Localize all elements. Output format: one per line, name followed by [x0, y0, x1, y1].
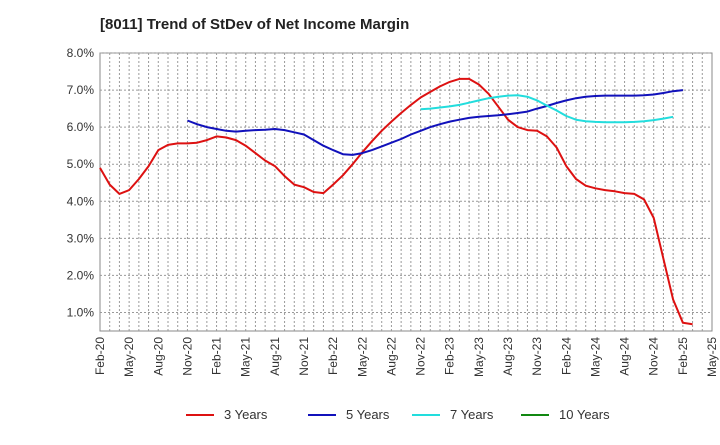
y-tick-label: 8.0%: [67, 46, 95, 60]
legend-label: 10 Years: [559, 407, 610, 422]
legend-label: 3 Years: [224, 407, 268, 422]
series-line-5-years: [187, 89, 684, 156]
x-tick-label: Nov-23: [530, 337, 544, 376]
x-tick-label: Aug-23: [501, 337, 515, 376]
x-tick-label: May-21: [239, 337, 253, 377]
y-tick-label: 3.0%: [67, 231, 95, 245]
y-tick-label: 5.0%: [67, 157, 95, 171]
x-tick-label: Aug-22: [384, 337, 398, 376]
x-tick-label: May-24: [588, 337, 602, 377]
x-tick-label: Nov-24: [647, 337, 661, 376]
x-tick-label: Feb-25: [676, 337, 690, 375]
series-line-7-years: [420, 94, 674, 124]
series-line-3-years: [99, 77, 693, 326]
y-tick-label: 4.0%: [67, 194, 95, 208]
y-tick-label: 7.0%: [67, 83, 95, 97]
legend-label: 5 Years: [346, 407, 390, 422]
x-tick-label: Feb-21: [210, 337, 224, 375]
x-tick-label: May-20: [122, 337, 136, 377]
x-tick-label: May-22: [355, 337, 369, 377]
x-tick-label: Feb-20: [93, 337, 107, 375]
x-tick-label: Feb-24: [559, 337, 573, 375]
x-tick-label: Nov-21: [297, 337, 311, 376]
x-tick-label: Feb-23: [443, 337, 457, 375]
x-tick-label: Nov-22: [414, 337, 428, 376]
x-tick-label: May-23: [472, 337, 486, 377]
plot-area: [99, 52, 713, 332]
y-tick-label: 6.0%: [67, 120, 95, 134]
chart-title: [8011] Trend of StDev of Net Income Marg…: [100, 16, 410, 33]
y-tick-label: 2.0%: [67, 268, 95, 282]
x-tick-label: Feb-22: [326, 337, 340, 375]
x-tick-label: Aug-20: [151, 337, 165, 376]
x-tick-label: Aug-24: [618, 337, 632, 376]
legend-label: 7 Years: [450, 407, 494, 422]
y-tick-label: 1.0%: [67, 305, 95, 319]
x-tick-label: May-25: [705, 337, 719, 377]
x-tick-label: Aug-21: [268, 337, 282, 376]
x-tick-label: Nov-20: [180, 337, 194, 376]
